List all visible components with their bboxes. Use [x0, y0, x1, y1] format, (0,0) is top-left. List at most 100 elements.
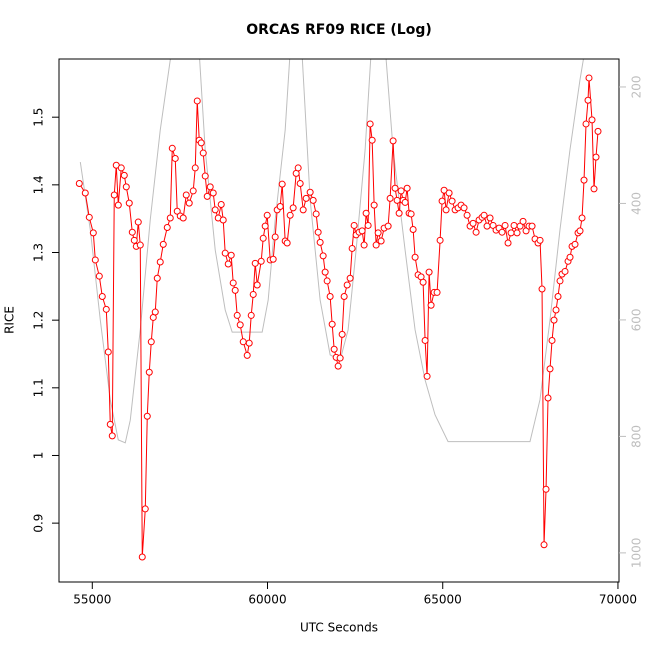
- data-point: [384, 222, 392, 230]
- data-point: [197, 139, 205, 147]
- data-point: [130, 236, 138, 244]
- data-point: [221, 249, 229, 257]
- data-point: [159, 240, 167, 248]
- data-point: [460, 204, 468, 212]
- data-point: [348, 244, 356, 252]
- data-point: [427, 301, 435, 309]
- data-point: [294, 164, 302, 172]
- data-point: [243, 351, 251, 359]
- data-point: [108, 432, 116, 440]
- data-point: [319, 252, 327, 260]
- data-point: [389, 137, 397, 145]
- data-point: [95, 272, 103, 280]
- data-point: [536, 236, 544, 244]
- data-point: [336, 354, 344, 362]
- data-point: [423, 372, 431, 380]
- x-tick-label: 60000: [248, 593, 286, 607]
- data-point: [472, 228, 480, 236]
- data-point: [138, 553, 146, 561]
- data-point: [102, 305, 110, 313]
- data-point: [269, 255, 277, 263]
- data-point: [585, 74, 593, 82]
- data-point: [374, 229, 382, 237]
- y-tick-label: 1.5: [32, 108, 46, 127]
- data-point: [326, 292, 334, 300]
- data-point: [233, 311, 241, 319]
- data-point: [395, 209, 403, 217]
- data-point: [201, 172, 209, 180]
- x-axis-label: UTC Seconds: [300, 621, 378, 635]
- data-point: [366, 120, 374, 128]
- data-point: [278, 180, 286, 188]
- data-point: [289, 204, 297, 212]
- data-point: [122, 183, 130, 191]
- data-point: [219, 216, 227, 224]
- data-point: [350, 221, 358, 229]
- data-point: [259, 234, 267, 242]
- data-point: [448, 197, 456, 205]
- data-point: [145, 368, 153, 376]
- data-point: [153, 274, 161, 282]
- plot-area: [75, 59, 602, 561]
- data-point: [358, 227, 366, 235]
- data-point: [125, 199, 133, 207]
- data-point: [206, 183, 214, 191]
- data-point: [362, 209, 370, 217]
- y-axis-label: RICE: [3, 306, 17, 334]
- data-point: [85, 213, 93, 221]
- data-point: [582, 120, 590, 128]
- data-point: [209, 189, 217, 197]
- data-point: [296, 179, 304, 187]
- y-tick-label: 0.9: [32, 514, 46, 533]
- data-point: [528, 222, 536, 230]
- series-line: [78, 77, 599, 557]
- data-point: [510, 221, 518, 229]
- data-point: [323, 277, 331, 285]
- data-point: [98, 292, 106, 300]
- data-point: [419, 278, 427, 286]
- data-point: [370, 201, 378, 209]
- series-line: [79, 59, 584, 444]
- data-point: [561, 267, 569, 275]
- data-point: [309, 196, 317, 204]
- data-point: [425, 268, 433, 276]
- data-point: [334, 362, 342, 370]
- data-point: [185, 199, 193, 207]
- data-point: [546, 365, 554, 373]
- data-point: [576, 227, 584, 235]
- data-point: [538, 285, 546, 293]
- data-point: [590, 185, 598, 193]
- y-tick-label: 1: [32, 452, 46, 460]
- y-tick-label: 1.2: [32, 311, 46, 330]
- data-point: [401, 198, 409, 206]
- data-point: [391, 184, 399, 192]
- data-point: [141, 505, 149, 513]
- data-point: [544, 394, 552, 402]
- data-point: [199, 149, 207, 157]
- data-point: [594, 127, 602, 135]
- data-point: [469, 219, 477, 227]
- data-point: [231, 286, 239, 294]
- data-point: [117, 164, 125, 172]
- data-point: [421, 336, 429, 344]
- data-point: [104, 348, 112, 356]
- data-point: [480, 211, 488, 219]
- data-point: [89, 229, 97, 237]
- data-point: [143, 412, 151, 420]
- y-tick-label: 1.1: [32, 378, 46, 397]
- data-point: [203, 192, 211, 200]
- data-point: [163, 223, 171, 231]
- data-point: [397, 187, 405, 195]
- data-point: [571, 240, 579, 248]
- data-point: [239, 338, 247, 346]
- y2-tick-label: 400: [630, 192, 644, 215]
- data-point: [193, 97, 201, 105]
- data-point: [377, 237, 385, 245]
- data-point: [217, 200, 225, 208]
- data-point: [136, 241, 144, 249]
- data-point: [328, 320, 336, 328]
- y-tick-label: 1.4: [32, 175, 46, 194]
- data-point: [151, 308, 159, 316]
- data-point: [168, 144, 176, 152]
